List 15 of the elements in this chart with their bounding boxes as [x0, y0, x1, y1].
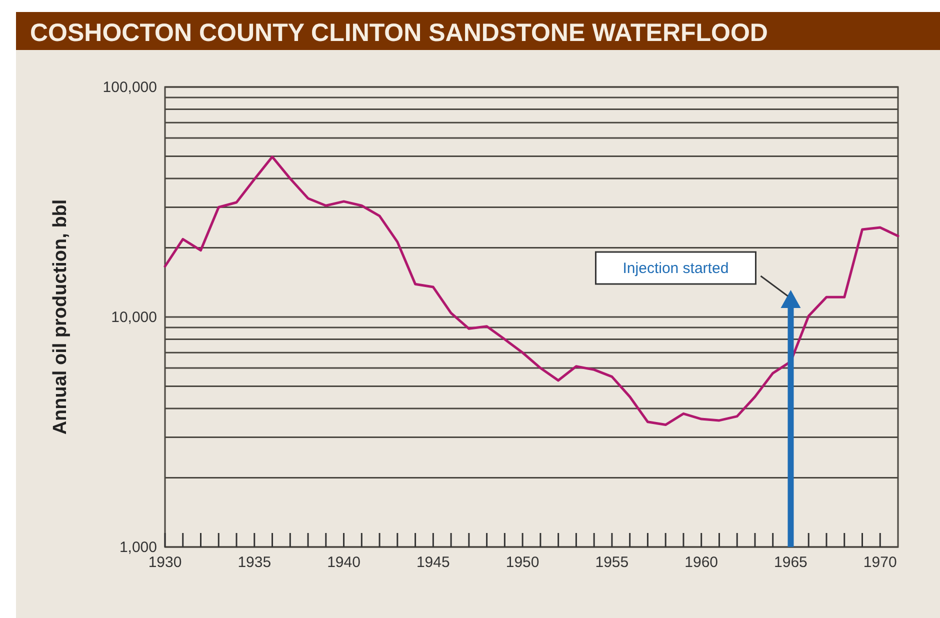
- y-tick-label: 10,000: [111, 309, 157, 326]
- x-tick-label: 1945: [416, 554, 450, 571]
- x-tick-label: 1970: [863, 554, 897, 571]
- x-tick-label: 1930: [148, 554, 182, 571]
- chart-title: COSHOCTON COUNTY CLINTON SANDSTONE WATERFLOOD: [30, 19, 768, 47]
- x-tick-label: 1950: [506, 554, 540, 571]
- x-tick-label: 1965: [774, 554, 808, 571]
- x-tick-label: 1935: [238, 554, 272, 571]
- ref-line-label: Injection started: [622, 260, 729, 277]
- x-tick-label: 1940: [327, 554, 360, 571]
- x-tick-label: 1955: [595, 554, 629, 571]
- y-axis-title: Annual oil production, bbl: [50, 199, 71, 435]
- x-tick-label: 1960: [684, 554, 718, 571]
- y-tick-label: 1,000: [119, 539, 157, 556]
- y-tick-label: 100,000: [102, 79, 157, 96]
